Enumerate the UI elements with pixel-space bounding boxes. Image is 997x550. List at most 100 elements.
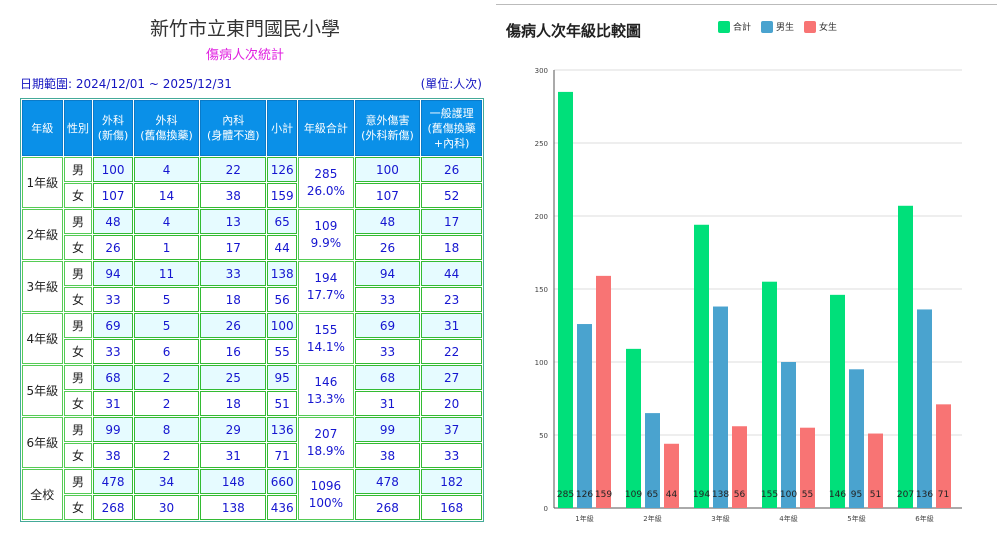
value-cell: 5 — [133, 287, 200, 312]
value-cell: 478 — [93, 469, 133, 494]
y-tick-label: 50 — [539, 432, 548, 440]
unit-label: (單位:人次) — [420, 77, 482, 91]
value-cell: 100 — [354, 157, 421, 182]
grade-total: 285 — [314, 166, 338, 181]
value-cell: 33 — [421, 443, 482, 468]
legend-item[interactable]: 女生 — [804, 20, 837, 33]
value-cell: 148 — [200, 469, 267, 494]
table-row: 5年級男 68 2 25 95 146 13.3% 68 27 — [22, 365, 482, 416]
sex-cell: 女 — [63, 339, 93, 364]
data-label: 155 — [761, 490, 778, 500]
sex-cell: 女 — [63, 391, 93, 416]
value-cell: 138 — [267, 261, 298, 286]
table-row: 女 38 2 31 71 38 33 — [22, 443, 482, 468]
value-cell: 65 — [267, 209, 298, 234]
value-cell: 55 — [267, 339, 298, 364]
value-cell: 182 — [421, 469, 482, 494]
header-text: 外科 — [155, 114, 178, 127]
grade-total-cell: 146 13.3% — [298, 365, 354, 416]
value-cell: 27 — [421, 365, 482, 390]
data-label: 56 — [734, 490, 746, 500]
value-cell: 107 — [354, 183, 421, 208]
value-cell: 31 — [93, 391, 133, 416]
value-cell: 2 — [133, 365, 200, 390]
table-row: 1年級男 100 4 22 126 285 26.0% 100 26 — [22, 157, 482, 208]
grade-total-cell: 285 26.0% — [298, 157, 354, 208]
value-cell: 2 — [133, 443, 200, 468]
grade-cell: 4年級 — [22, 313, 63, 364]
grade-total: 155 — [314, 322, 338, 337]
y-tick-label: 300 — [535, 67, 548, 75]
header-text: 年級 — [31, 121, 54, 135]
grade-percent: 17.7% — [306, 287, 345, 302]
column-header: 外科 (新傷) — [93, 100, 133, 156]
bar — [558, 91, 573, 509]
y-tick-label: 100 — [535, 359, 548, 367]
value-cell: 1 — [133, 235, 200, 260]
grade-cell: 3年級 — [22, 261, 63, 312]
x-tick-label: 1年級 — [575, 514, 593, 523]
value-cell: 33 — [354, 339, 421, 364]
grade-total-cell: 194 17.7% — [298, 261, 354, 312]
bar — [898, 205, 913, 508]
value-cell: 2 — [133, 391, 200, 416]
grade-total-cell: 155 14.1% — [298, 313, 354, 364]
bar-chart: 0 50 100 150 200 250 300 285 126 159 1年級 109 65 44 2年級… — [535, 67, 962, 523]
data-label: 100 — [780, 490, 797, 500]
data-label: 44 — [666, 490, 678, 500]
column-header: 年級合計 — [298, 100, 354, 156]
grade-cell: 全校 — [22, 469, 63, 520]
bar — [596, 275, 611, 508]
table-row: 全校男 478 34 148 660 1096 100% 478 182 — [22, 469, 482, 520]
value-cell: 478 — [354, 469, 421, 494]
y-tick-label: 150 — [535, 286, 548, 294]
value-cell: 51 — [267, 391, 298, 416]
grade-cell: 5年級 — [22, 365, 63, 416]
value-cell: 71 — [267, 443, 298, 468]
value-cell: 31 — [200, 443, 267, 468]
value-cell: 18 — [421, 235, 482, 260]
value-cell: 20 — [421, 391, 482, 416]
header-text: (身體不適) — [207, 129, 260, 142]
data-label: 159 — [595, 490, 612, 500]
value-cell: 52 — [421, 183, 482, 208]
data-label: 126 — [576, 490, 593, 500]
legend-swatch — [718, 20, 730, 33]
sex-cell: 女 — [63, 235, 93, 260]
bar — [713, 306, 728, 508]
date-range: 日期範圍: 2024/12/01 ~ 2025/12/31 — [20, 77, 232, 91]
y-tick-label: 0 — [544, 505, 548, 513]
value-cell: 5 — [133, 313, 200, 338]
grade-cell: 2年級 — [22, 209, 63, 260]
value-cell: 26 — [200, 313, 267, 338]
header-text: (外科新傷) — [361, 129, 414, 142]
sex-cell: 女 — [63, 183, 93, 208]
legend-swatch — [804, 20, 817, 33]
value-cell: 6 — [133, 339, 200, 364]
bar — [830, 294, 845, 508]
value-cell: 100 — [93, 157, 133, 182]
value-cell: 68 — [93, 365, 133, 390]
value-cell: 23 — [421, 287, 482, 312]
value-cell: 4 — [133, 209, 200, 234]
grade-total-cell: 207 18.9% — [298, 417, 354, 468]
y-tick-label: 250 — [535, 140, 548, 148]
grade-percent: 13.3% — [306, 391, 345, 406]
legend-item[interactable]: 合計 — [718, 20, 751, 33]
legend-label: 合計 — [733, 23, 752, 33]
legend-label: 男生 — [776, 23, 795, 33]
grade-total: 109 — [314, 218, 338, 233]
value-cell: 168 — [421, 495, 482, 520]
value-cell: 69 — [93, 313, 133, 338]
header-text: 意外傷害 — [365, 114, 410, 127]
value-cell: 33 — [93, 339, 133, 364]
header-text: 小計 — [271, 121, 294, 135]
data-label: 207 — [897, 490, 914, 500]
grade-total: 194 — [314, 270, 338, 285]
column-header: 意外傷害 (外科新傷) — [354, 100, 421, 156]
legend-item[interactable]: 男生 — [761, 20, 794, 33]
bar — [577, 324, 592, 508]
value-cell: 33 — [354, 287, 421, 312]
value-cell: 56 — [267, 287, 298, 312]
statistics-panel: 新竹市立東門國民小學 傷病人次統計 日期範圍: 2024/12/01 ~ 202… — [0, 0, 490, 550]
